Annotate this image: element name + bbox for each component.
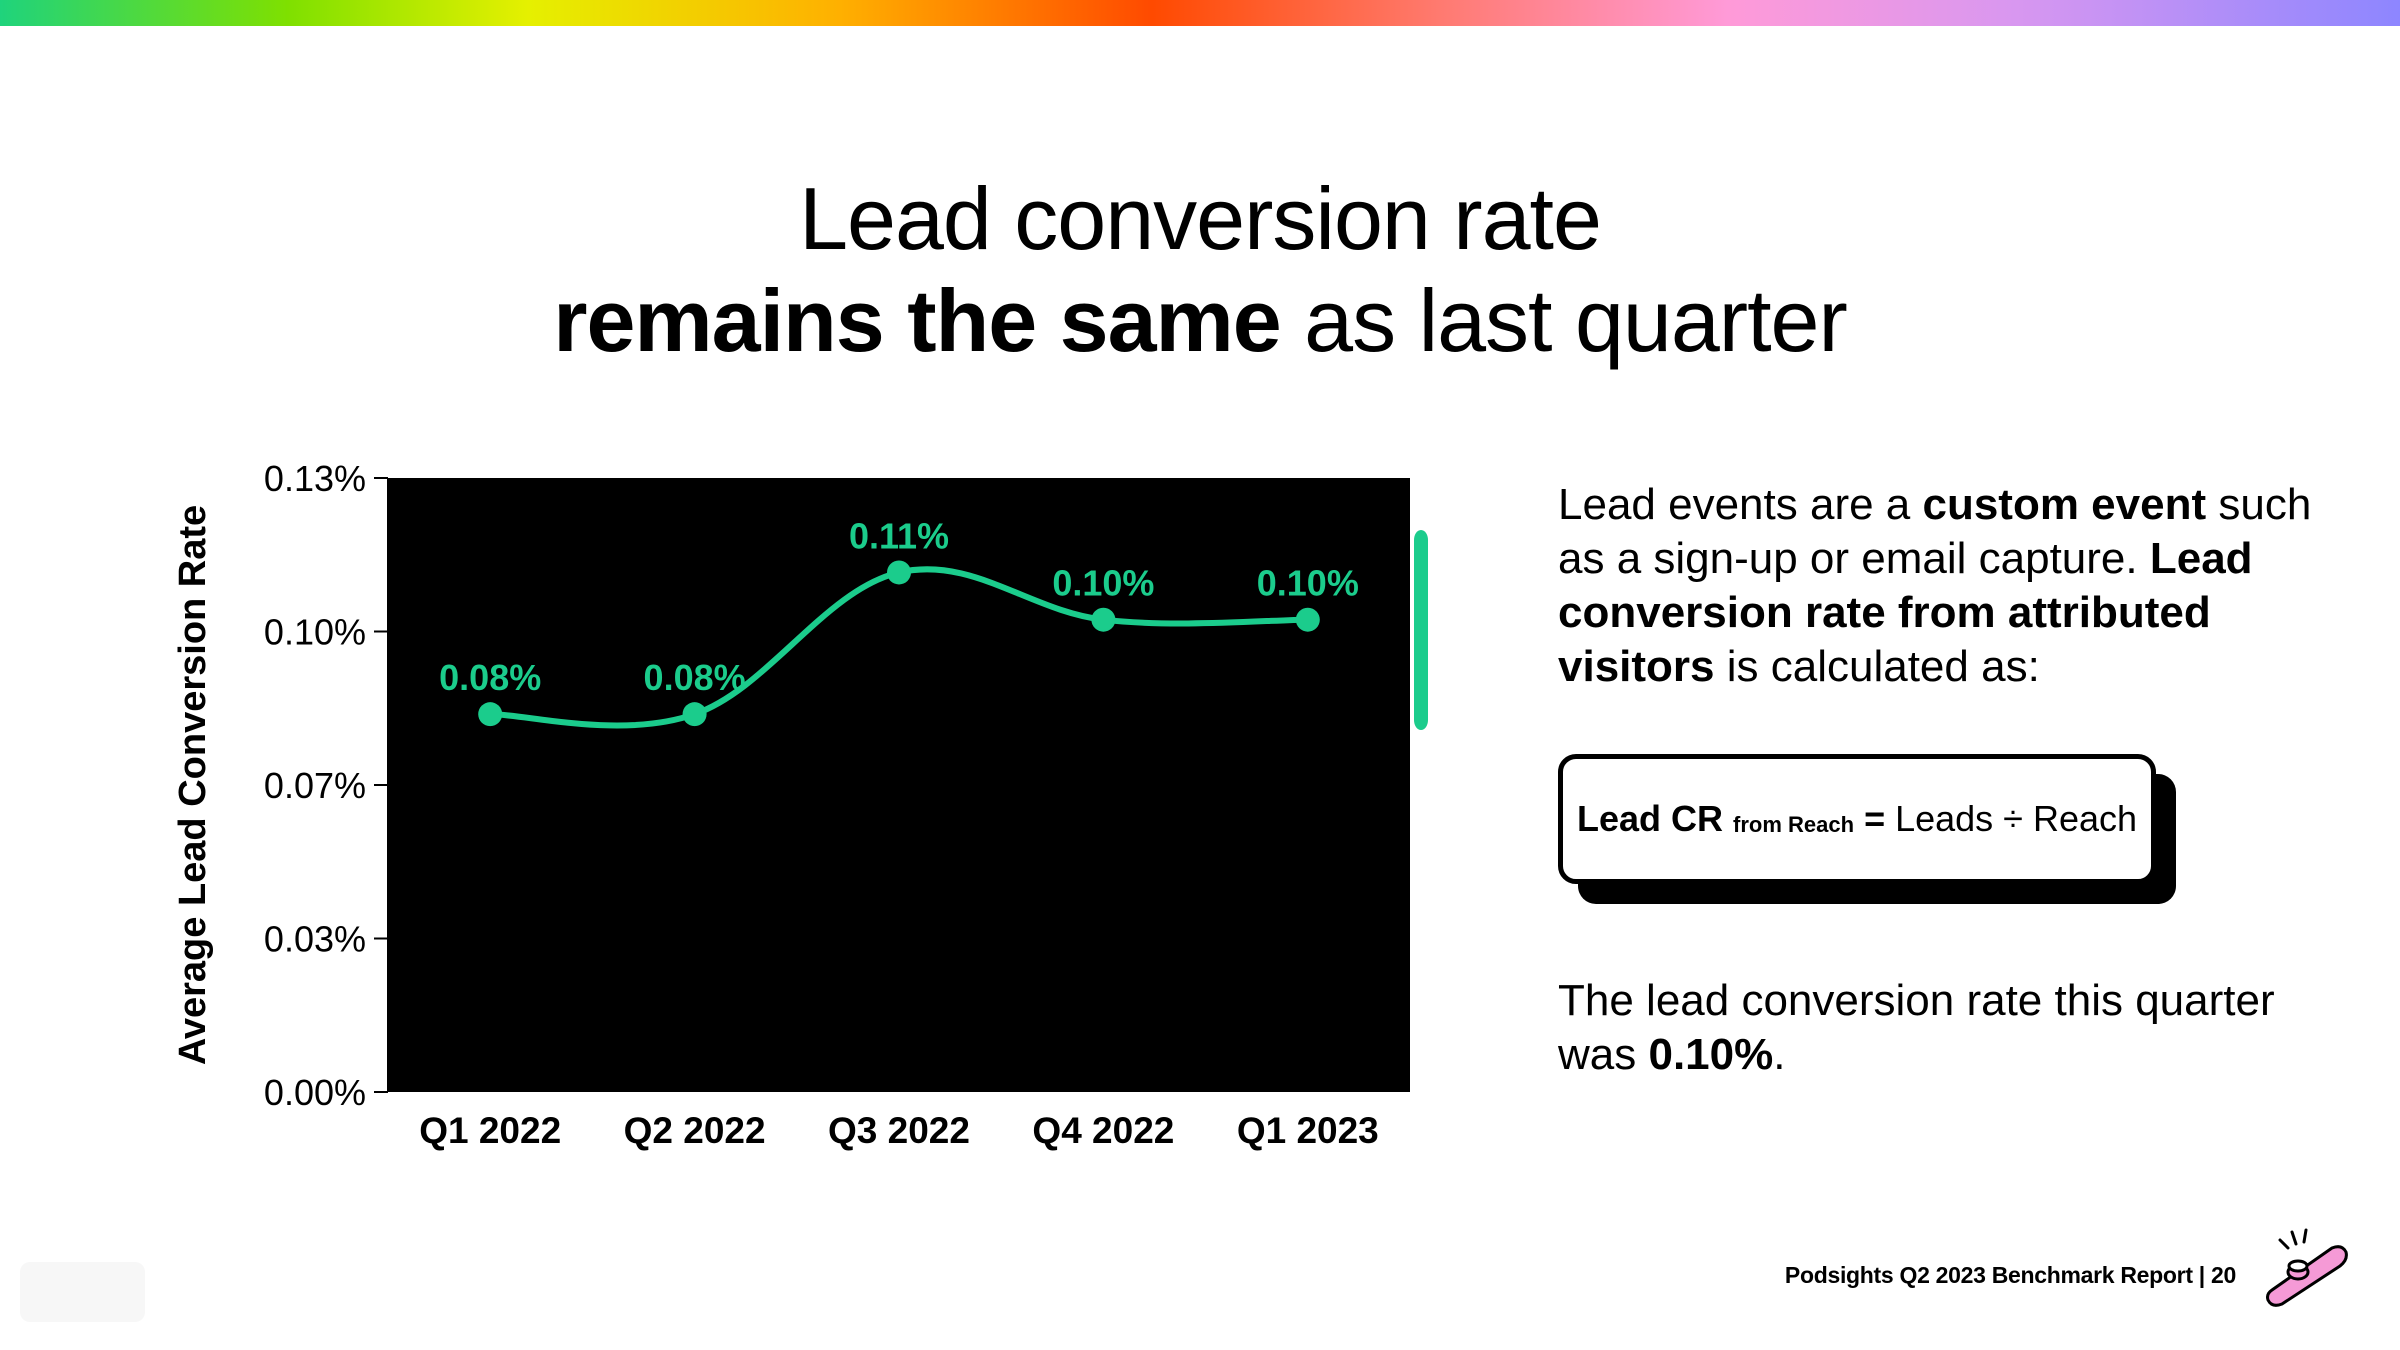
y-axis-title: Average Lead Conversion Rate	[172, 505, 214, 1065]
data-point	[1091, 607, 1116, 632]
y-tick-label: 0.10%	[264, 612, 366, 653]
formula-rhs: Leads ÷ Reach	[1895, 798, 2138, 839]
x-tick-label: Q1 2022	[419, 1110, 561, 1151]
title-line-2: remains the same as last quarter	[0, 270, 2400, 372]
line-chart: 0.00% 0.03% 0.07% 0.10% 0.13% Average Lead Co…	[172, 458, 1428, 1151]
summary-value: 0.10%	[1648, 1030, 1774, 1079]
x-tick-label: Q4 2022	[1032, 1110, 1174, 1151]
data-point	[887, 560, 911, 585]
title-line-1: Lead conversion rate	[799, 169, 1602, 268]
data-label: 0.08%	[644, 657, 746, 698]
title-line-2-rest: as last quarter	[1304, 271, 1848, 370]
data-label: 0.11%	[849, 515, 949, 556]
y-tick-label: 0.07%	[264, 765, 366, 806]
chart-container: 0.00% 0.03% 0.07% 0.10% 0.13% Average Lead Co…	[0, 440, 1480, 1180]
title-emphasis: remains the same	[553, 271, 1281, 370]
summary-text-1: The lead conversion rate this quarter wa…	[1558, 976, 2275, 1079]
description-text: Lead events are a custom event such as a…	[1558, 478, 2318, 694]
corner-mark	[20, 1262, 145, 1322]
footer-text: Podsights Q2 2023 Benchmark Report | 20	[1784, 1262, 2236, 1288]
data-point	[478, 702, 503, 727]
desc-text-3: is calculated as:	[1714, 642, 2040, 691]
formula-subscript: from Reach	[1733, 812, 1855, 837]
data-label: 0.10%	[1257, 563, 1359, 604]
data-point	[1295, 607, 1320, 632]
summary-text: The lead conversion rate this quarter wa…	[1558, 974, 2318, 1082]
x-tick-label: Q2 2022	[624, 1110, 766, 1151]
y-tick-label: 0.00%	[264, 1072, 366, 1113]
rainbow-header-bar	[0, 0, 2400, 26]
formula-box: Lead CR from Reach = Leads ÷ Reach	[1558, 754, 2156, 884]
summary-text-2: .	[1773, 1030, 1786, 1079]
data-point	[682, 702, 707, 727]
desc-custom-event: custom event	[1922, 480, 2207, 529]
page-title: Lead conversion rate remains the same as…	[0, 168, 2400, 372]
kazoo-icon	[2266, 1228, 2348, 1307]
desc-lead-cr-definition: Lead conversion rate from attributed vis…	[1558, 534, 2253, 691]
x-tick-label: Q1 2023	[1237, 1110, 1379, 1151]
formula-equals: =	[1864, 798, 1886, 839]
y-tick-label: 0.03%	[264, 919, 366, 960]
desc-text-2: such as a sign-up or email capture.	[1558, 480, 2312, 583]
desc-text-1: Lead events are a	[1558, 480, 1923, 529]
data-label: 0.08%	[439, 657, 541, 698]
side-accent-bar	[1414, 530, 1428, 730]
x-tick-label: Q3 2022	[828, 1110, 970, 1151]
data-label: 0.10%	[1052, 563, 1154, 604]
formula-lhs: Lead CR	[1576, 798, 1724, 839]
y-tick-label: 0.13%	[264, 458, 366, 499]
